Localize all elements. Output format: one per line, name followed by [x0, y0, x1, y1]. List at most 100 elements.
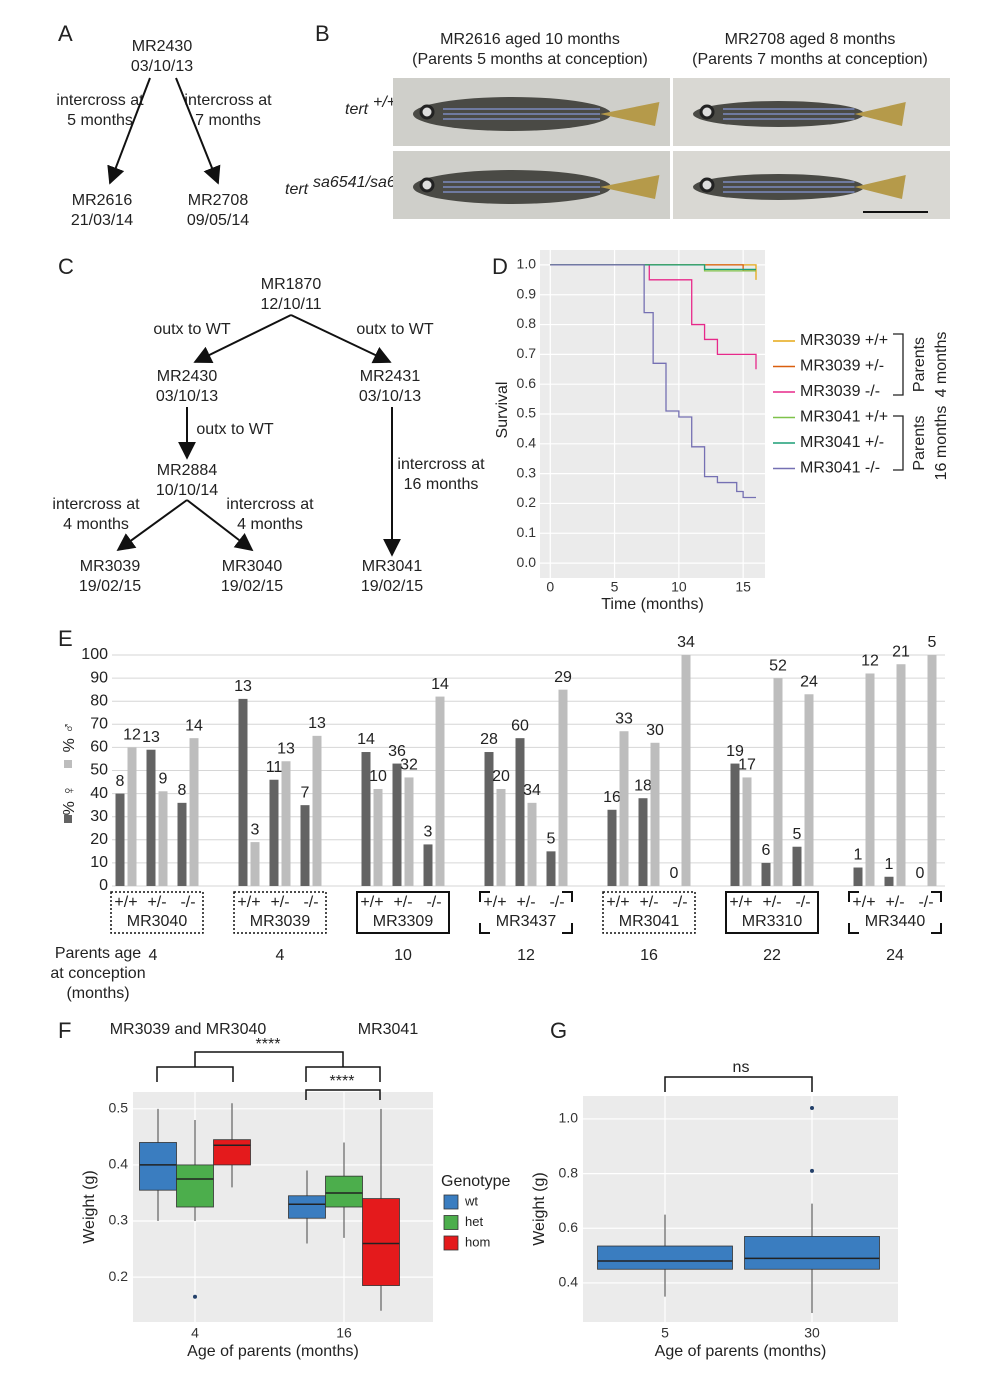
legend-key-male: [64, 760, 72, 768]
count-label: 12: [123, 727, 141, 744]
node-date: 19/02/15: [79, 578, 141, 595]
bar-female: [361, 752, 371, 886]
panel-label: B: [315, 21, 330, 46]
legend-label: het: [465, 1214, 483, 1229]
panel-label: G: [550, 1018, 567, 1043]
box: [139, 1142, 177, 1191]
edge-label: intercross at: [56, 92, 144, 109]
x-tick-label: +/+: [852, 894, 875, 911]
count-label: 6: [762, 842, 771, 859]
count-label: 28: [480, 731, 498, 748]
bar-female: [607, 809, 617, 886]
y-axis-label: Weight (g): [81, 1170, 98, 1244]
bar-male: [865, 673, 875, 886]
parents-age: 22: [763, 947, 781, 964]
bar-female: [423, 844, 433, 886]
node-name: MR2616: [72, 192, 133, 209]
legend-label: wt: [464, 1193, 478, 1208]
photo: [393, 78, 670, 146]
panel-label: F: [58, 1018, 71, 1043]
box: [597, 1245, 733, 1270]
sig-bracket: [156, 1051, 381, 1082]
box: [325, 1175, 363, 1208]
bar-male: [250, 842, 260, 886]
legend-key: [443, 1235, 459, 1251]
panel-label: E: [58, 626, 73, 651]
panel-label: A: [58, 21, 73, 46]
x-tick-label: -/-: [180, 894, 195, 911]
group-box: [602, 891, 696, 934]
edge-label: 5 months: [67, 112, 133, 129]
arrow: [186, 499, 254, 552]
node-date: 03/10/13: [156, 388, 218, 405]
sig-bracket: [664, 1076, 813, 1092]
bar-female: [238, 698, 248, 886]
bar-female: [392, 763, 402, 886]
legend-title: Genotype: [441, 1173, 510, 1190]
bar-female: [177, 802, 187, 886]
bar-female: [269, 779, 279, 886]
photo: [673, 151, 950, 219]
x-tick-label: 0: [546, 579, 554, 595]
legend-label: MR3041 +/+: [800, 409, 888, 426]
box: [288, 1195, 326, 1219]
bar-male: [435, 696, 445, 886]
legend-key: [443, 1215, 459, 1230]
photo: [673, 78, 950, 146]
legend-label: MR3041 -/-: [800, 460, 880, 477]
arrow: [116, 499, 188, 552]
y-axis-label: Weight (g): [531, 1172, 548, 1246]
significance: ns: [733, 1059, 750, 1076]
parents-age: 24: [886, 947, 904, 964]
bar-female: [792, 846, 802, 886]
node-date: 21/03/14: [71, 212, 133, 229]
x-tick-label: +/+: [237, 894, 260, 911]
node-date: 09/05/14: [187, 212, 249, 229]
count-label: 24: [800, 673, 818, 690]
count-label: 10: [369, 768, 387, 785]
y-tick-label: 30: [90, 808, 108, 825]
count-label: 16: [603, 789, 621, 806]
outlier: [193, 1294, 197, 1299]
legend-key-female: [64, 815, 72, 823]
bar-female: [884, 876, 894, 886]
box: [362, 1198, 400, 1286]
node-date: 19/02/15: [221, 578, 283, 595]
node-name: MR1870: [261, 276, 322, 293]
legend-group-label: Parents: [911, 337, 928, 392]
bar-male: [312, 735, 322, 886]
arrow: [107, 77, 151, 185]
bar-male: [927, 655, 937, 886]
y-tick-label: 80: [90, 692, 108, 709]
y-tick-label: 0.3: [109, 1212, 129, 1228]
count-label: 34: [677, 634, 695, 651]
node-date: 10/10/14: [156, 482, 218, 499]
y-tick-label: 100: [81, 646, 108, 663]
count-label: 60: [511, 717, 529, 734]
count-label: 5: [547, 831, 556, 848]
legend-label: MR3039 +/-: [800, 358, 884, 375]
bar-male: [650, 742, 660, 886]
edge-label: outx to WT: [356, 321, 434, 338]
x-tick-label: +/+: [483, 894, 506, 911]
survival-line: [550, 264, 757, 370]
count-label: 1: [854, 847, 863, 864]
y-tick-label: 0.5: [109, 1100, 129, 1116]
photo-header: (Parents 7 months at conception): [692, 51, 928, 68]
bar-male: [742, 777, 752, 886]
y-tick-label: 0.2: [109, 1268, 129, 1284]
node-name: MR2430: [132, 38, 193, 55]
bar-male: [773, 678, 783, 886]
x-tick-label: -/-: [303, 894, 318, 911]
node-name: MR2708: [188, 192, 249, 209]
y-tick-label: 0.4: [109, 1156, 129, 1172]
y-tick-label: 60: [90, 739, 108, 756]
parents-age: 4: [276, 947, 285, 964]
fish-eye: [419, 104, 435, 120]
bar-male: [373, 788, 383, 886]
y-tick-label: 70: [90, 716, 108, 733]
count-label: 52: [769, 657, 787, 674]
y-tick-label: 0.0: [517, 554, 537, 570]
photo-header: MR2708 aged 8 months: [725, 31, 896, 48]
